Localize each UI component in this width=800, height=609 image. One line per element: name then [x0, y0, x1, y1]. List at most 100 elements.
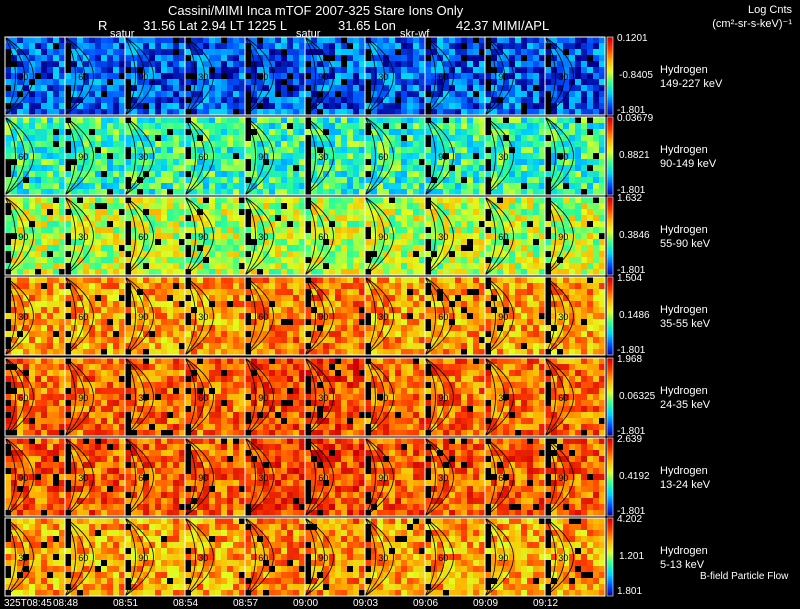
contour-line: [364, 116, 394, 196]
contour-label: 30: [78, 232, 88, 242]
contour-line: [484, 36, 496, 116]
contour-line: [304, 36, 334, 116]
contour-line: [544, 36, 565, 116]
contour-label: 60: [378, 152, 388, 162]
contour-line: [64, 196, 85, 276]
contour-line: [424, 276, 445, 356]
colorbar: [606, 437, 614, 517]
contour-line: [244, 116, 274, 196]
energy-range-label: 24-35 keV: [660, 399, 711, 411]
contour-line: [484, 276, 496, 356]
contour-line: [124, 517, 145, 597]
contour-line: [244, 276, 274, 356]
time-tick-label: 08:51: [113, 598, 139, 609]
time-tick-label: 09:06: [413, 598, 439, 609]
contour-label: 90: [138, 312, 148, 322]
contour-line: [424, 196, 436, 276]
contour-line: [124, 517, 136, 597]
contour-line: [124, 276, 145, 356]
contour-line: [544, 116, 565, 196]
contour-label: 60: [78, 553, 88, 563]
contour-line: [244, 517, 265, 597]
contour-line: [244, 517, 274, 597]
contour-line: [184, 196, 196, 276]
colorbar-min-label: -1.801: [617, 105, 646, 116]
contour-line: [304, 437, 325, 517]
contour-line: [304, 116, 316, 196]
contour-line: [4, 437, 25, 517]
time-tick-label: 325T08:45: [4, 598, 52, 609]
contour-line: [244, 437, 265, 517]
contour-line: [184, 276, 205, 356]
contour-line: [364, 196, 376, 276]
contour-label: 90: [318, 72, 328, 82]
contour-line: [124, 437, 154, 517]
colorbar-mid-label: 0.06325: [619, 391, 656, 402]
contour-line: [124, 357, 136, 437]
time-tick-label: 09:03: [353, 598, 379, 609]
contour-line: [484, 517, 496, 597]
contour-label: 90: [498, 553, 508, 563]
contour-line: [184, 116, 214, 196]
contour-label: 90: [258, 152, 268, 162]
contour-line: [304, 196, 325, 276]
contour-line: [124, 196, 136, 276]
contour-line: [484, 437, 514, 517]
contour-line: [364, 36, 376, 116]
colorbar: [606, 116, 614, 196]
contour-line: [424, 357, 454, 437]
r-label: R: [98, 18, 108, 33]
energy-range-label: 55-90 keV: [660, 238, 711, 250]
contour-label: 90: [558, 232, 568, 242]
time-tick-label: 09:00: [293, 598, 319, 609]
colorbar-mid-label: 0.8821: [619, 150, 650, 161]
contour-label: 60: [78, 72, 88, 82]
contour-line: [484, 36, 505, 116]
contour-line: [544, 116, 574, 196]
contour-label: 60: [438, 72, 448, 82]
contour-label: 60: [138, 232, 148, 242]
contour-label: 60: [318, 232, 328, 242]
contour-line: [544, 517, 556, 597]
contour-line: [64, 36, 85, 116]
contour-label: 90: [258, 393, 268, 403]
contour-line: [544, 437, 556, 517]
contour-line: [64, 116, 85, 196]
contour-line: [4, 437, 34, 517]
contour-line: [364, 517, 376, 597]
contour-label: 30: [318, 152, 328, 162]
contour-label: 30: [18, 312, 28, 322]
contour-line: [244, 36, 274, 116]
contour-label: 60: [258, 553, 268, 563]
contour-line: [64, 517, 76, 597]
contour-line: [124, 196, 154, 276]
contour-line: [304, 517, 316, 597]
contour-line: [304, 437, 316, 517]
colorbar-max-label: 0.03679: [617, 113, 654, 124]
contour-label: 30: [498, 152, 508, 162]
contour-line: [304, 196, 334, 276]
contour-line: [244, 357, 265, 437]
contour-line: [244, 116, 265, 196]
contour-line: [484, 437, 496, 517]
contour-line: [544, 357, 556, 437]
contour-line: [424, 517, 454, 597]
contour-label: 60: [78, 312, 88, 322]
colorbar-mid-label: 0.4192: [619, 471, 650, 482]
contour-label: 30: [198, 312, 208, 322]
contour-line: [544, 357, 565, 437]
contour-line: [244, 196, 256, 276]
contour-label: 90: [378, 473, 388, 483]
contour-line: [364, 36, 385, 116]
contour-label: 30: [138, 393, 148, 403]
contour-line: [304, 357, 334, 437]
contour-label: 30: [558, 72, 568, 82]
contour-line: [364, 437, 385, 517]
colorbar: [606, 196, 614, 276]
contour-label: 60: [558, 393, 568, 403]
contour-line: [244, 357, 256, 437]
contour-label: 60: [318, 473, 328, 483]
contour-line: [64, 276, 94, 356]
contour-line: [64, 116, 94, 196]
contour-label: 90: [198, 232, 208, 242]
